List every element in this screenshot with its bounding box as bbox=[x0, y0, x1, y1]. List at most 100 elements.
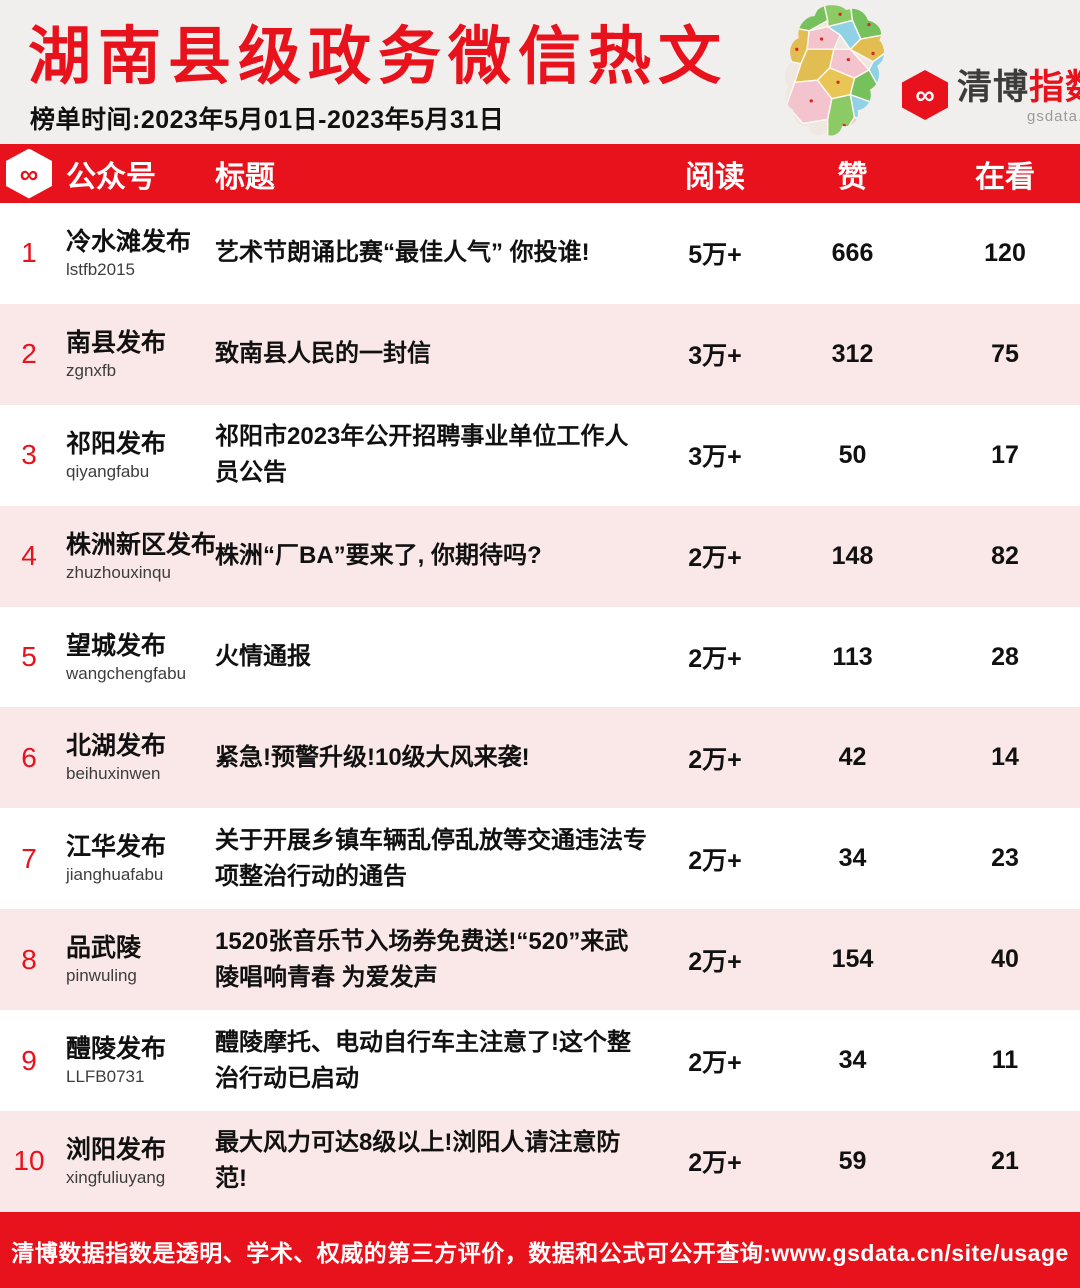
column-header-likes: 赞 bbox=[837, 160, 868, 194]
footer-bar: 清博数据指数是透明、学术、权威的第三方评价，数据和公式可公开查询:www.gsd… bbox=[0, 1212, 1080, 1288]
account-id: wangchengfabu bbox=[66, 663, 187, 683]
hunan-map-graphic bbox=[782, 4, 892, 140]
rank-number: 3 bbox=[21, 439, 37, 471]
account-cell: 祁阳发布 qiyangfabu bbox=[58, 429, 215, 482]
watches-value: 23 bbox=[991, 844, 1019, 873]
reads-value: 2万+ bbox=[688, 745, 742, 774]
rank-number: 6 bbox=[21, 741, 37, 773]
watches-value: 14 bbox=[991, 743, 1019, 772]
likes-value: 34 bbox=[838, 1046, 867, 1075]
account-cell: 北湖发布 beihuxinwen bbox=[58, 731, 215, 784]
article-title: 祁阳市2023年公开招聘事业单位工作人员公告 bbox=[215, 423, 629, 487]
article-title: 醴陵摩托、电动自行车主注意了!这个整治行动已启动 bbox=[215, 1028, 631, 1092]
rank-number: 9 bbox=[21, 1044, 37, 1076]
likes-value: 148 bbox=[831, 541, 874, 570]
poster-header: 湖南县级政务微信热文 榜单时间:2023年5月01日-2023年5月31日 bbox=[0, 0, 1080, 144]
table-row: 2 南县发布 zgnxfb 致南县人民的一封信 3万+ 312 75 bbox=[0, 303, 1080, 405]
watches-value: 75 bbox=[991, 339, 1019, 368]
brand-domain: gsdata.cn bbox=[1026, 107, 1080, 125]
column-header-watches: 在看 bbox=[975, 160, 1035, 194]
table-row: 1 冷水滩发布 lstfb2015 艺术节朗诵比赛“最佳人气” 你投谁! 5万+… bbox=[0, 203, 1080, 304]
rank-number: 4 bbox=[21, 540, 37, 572]
likes-value: 42 bbox=[838, 743, 867, 772]
article-title: 1520张音乐节入场券免费送!“520”来武陵唱响青春 为爱发声 bbox=[215, 927, 629, 991]
table-row: 4 株洲新区发布 zhuzhouxinqu 株洲“厂BA”要来了, 你期待吗? … bbox=[0, 505, 1080, 607]
date-range-label: 榜单时间:2023年5月01日-2023年5月31日 bbox=[30, 106, 505, 134]
brand-name-red: 指数 bbox=[1029, 68, 1080, 107]
reads-value: 2万+ bbox=[688, 947, 742, 976]
column-header-account: 公众号 bbox=[66, 160, 156, 194]
table-row: 6 北湖发布 beihuxinwen 紧急!预警升级!10级大风来袭! 2万+ … bbox=[0, 707, 1080, 809]
account-cell: 冷水滩发布 lstfb2015 bbox=[58, 227, 215, 280]
likes-value: 50 bbox=[838, 440, 867, 469]
account-id: LLFB0731 bbox=[66, 1067, 145, 1087]
infinity-glyph: ∞ bbox=[915, 79, 935, 110]
column-header-reads: 阅读 bbox=[685, 160, 745, 194]
likes-value: 113 bbox=[832, 642, 873, 671]
account-id: jianghuafabu bbox=[66, 865, 164, 885]
account-cell: 浏阳发布 xingfuliuyang bbox=[58, 1135, 215, 1188]
account-id: zgnxfb bbox=[66, 360, 117, 380]
header-logo-cell: ∞ bbox=[0, 148, 58, 199]
account-name: 株洲新区发布 bbox=[66, 530, 217, 559]
account-cell: 望城发布 wangchengfabu bbox=[58, 631, 215, 684]
table-row: 5 望城发布 wangchengfabu 火情通报 2万+ 113 28 bbox=[0, 606, 1080, 708]
gsdata-logo: ∞ 清博指数 gsdata.cn bbox=[902, 68, 1080, 125]
article-title: 最大风力可达8级以上!浏阳人请注意防范! bbox=[215, 1129, 621, 1193]
reads-value: 2万+ bbox=[688, 846, 742, 875]
article-title: 致南县人民的一封信 bbox=[215, 340, 431, 368]
account-name: 北湖发布 bbox=[66, 732, 167, 761]
watches-value: 17 bbox=[991, 440, 1019, 469]
rank-number: 8 bbox=[21, 943, 37, 975]
article-title: 艺术节朗诵比赛“最佳人气” 你投谁! bbox=[215, 239, 590, 267]
footer-disclaimer: 清博数据指数是透明、学术、权威的第三方评价，数据和公式可公开查询:www.gsd… bbox=[11, 1239, 1069, 1266]
rank-number: 1 bbox=[21, 237, 37, 269]
reads-value: 2万+ bbox=[688, 645, 742, 673]
page-title: 湖南县级政务微信热文 bbox=[28, 22, 728, 92]
watches-value: 40 bbox=[991, 945, 1019, 974]
article-title: 关于开展乡镇车辆乱停乱放等交通违法专项整治行动的通告 bbox=[215, 826, 647, 890]
account-cell: 醴陵发布 LLFB0731 bbox=[58, 1034, 215, 1087]
brand-name-dark: 清博 bbox=[957, 68, 1030, 107]
reads-value: 5万+ bbox=[688, 241, 742, 270]
account-id: xingfuliuyang bbox=[66, 1167, 166, 1187]
account-id: beihuxinwen bbox=[66, 764, 161, 784]
watches-value: 82 bbox=[991, 541, 1019, 570]
account-name: 祁阳发布 bbox=[66, 429, 167, 458]
watches-value: 28 bbox=[991, 642, 1019, 671]
watches-value: 120 bbox=[984, 238, 1026, 267]
logo-text-block: 清博指数 gsdata.cn bbox=[957, 68, 1080, 125]
account-cell: 品武陵 pinwuling bbox=[58, 933, 215, 986]
infinity-glyph: ∞ bbox=[19, 158, 39, 189]
account-id: qiyangfabu bbox=[66, 461, 150, 481]
account-name: 醴陵发布 bbox=[66, 1035, 167, 1064]
account-cell: 江华发布 jianghuafabu bbox=[58, 832, 215, 885]
account-cell: 株洲新区发布 zhuzhouxinqu bbox=[58, 530, 217, 583]
likes-value: 666 bbox=[831, 238, 874, 267]
rank-number: 10 bbox=[13, 1145, 45, 1177]
account-id: zhuzhouxinqu bbox=[66, 562, 171, 582]
watches-value: 11 bbox=[991, 1046, 1019, 1075]
account-name: 南县发布 bbox=[66, 328, 167, 357]
infinity-hexagon-icon: ∞ bbox=[902, 70, 948, 120]
account-name: 望城发布 bbox=[66, 631, 167, 660]
article-title: 火情通报 bbox=[215, 643, 311, 670]
likes-value: 59 bbox=[838, 1146, 867, 1175]
account-name: 江华发布 bbox=[66, 833, 167, 862]
ranking-table-body: 1 冷水滩发布 lstfb2015 艺术节朗诵比赛“最佳人气” 你投谁! 5万+… bbox=[0, 203, 1080, 1212]
table-header-bar: ∞ 公众号 标题 阅读 赞 在看 bbox=[0, 144, 1080, 203]
account-name: 品武陵 bbox=[66, 934, 142, 963]
table-row: 9 醴陵发布 LLFB0731 醴陵摩托、电动自行车主注意了!这个整治行动已启动… bbox=[0, 1010, 1080, 1112]
article-title: 紧急!预警升级!10级大风来袭! bbox=[215, 743, 530, 771]
watches-value: 21 bbox=[991, 1146, 1019, 1175]
reads-value: 2万+ bbox=[688, 544, 742, 573]
likes-value: 34 bbox=[838, 844, 867, 873]
column-header-title: 标题 bbox=[215, 160, 275, 194]
account-id: pinwuling bbox=[66, 966, 137, 986]
account-name: 浏阳发布 bbox=[66, 1135, 167, 1164]
account-name: 冷水滩发布 bbox=[66, 227, 192, 256]
reads-value: 3万+ bbox=[688, 443, 742, 472]
likes-value: 312 bbox=[831, 339, 874, 368]
rank-number: 7 bbox=[21, 842, 37, 874]
